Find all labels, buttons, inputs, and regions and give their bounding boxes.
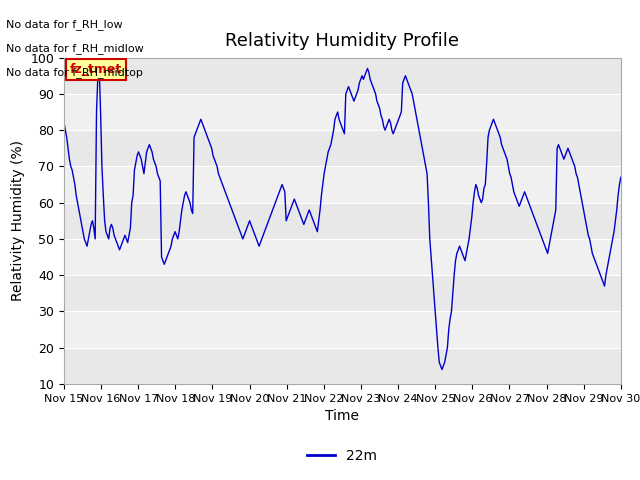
Text: No data for f_RH_midtop: No data for f_RH_midtop [6, 67, 143, 78]
Bar [64, 167, 621, 203]
Bar [64, 58, 621, 94]
Bar [64, 275, 621, 312]
Bar [64, 312, 621, 348]
Text: fz_tmet: fz_tmet [70, 63, 122, 76]
Title: Relativity Humidity Profile: Relativity Humidity Profile [225, 33, 460, 50]
Bar [64, 130, 621, 167]
Bar [64, 348, 621, 384]
Text: No data for f_RH_midlow: No data for f_RH_midlow [6, 43, 144, 54]
Bar [64, 203, 621, 239]
Y-axis label: Relativity Humidity (%): Relativity Humidity (%) [11, 140, 25, 301]
Bar [64, 94, 621, 130]
X-axis label: Time: Time [325, 409, 360, 423]
Bar [64, 239, 621, 275]
Text: No data for f_RH_low: No data for f_RH_low [6, 19, 123, 30]
Legend: 22m: 22m [302, 444, 383, 468]
